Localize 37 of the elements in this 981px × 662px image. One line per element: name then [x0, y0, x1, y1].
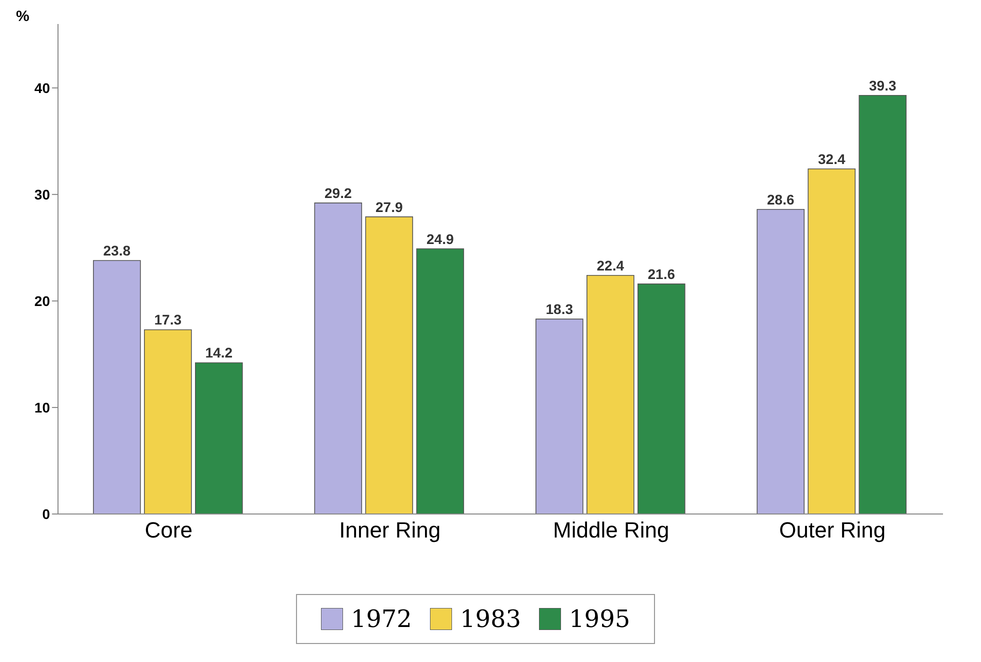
bar: [858, 94, 907, 514]
data-label: 39.3: [869, 77, 896, 94]
bar: [638, 284, 686, 514]
bar: [93, 260, 141, 514]
data-label: 21.6: [648, 266, 676, 282]
bar: [365, 216, 414, 514]
data-label: 17.3: [154, 312, 182, 328]
bar: [756, 208, 805, 514]
legend-label: 1983: [458, 605, 522, 633]
y-tick-label: 10: [34, 399, 50, 416]
y-tick-label: 20: [34, 292, 50, 309]
data-label: 28.6: [767, 191, 794, 208]
legend-label: 1995: [568, 605, 630, 633]
x-tick-label: Middle Ring: [553, 518, 670, 543]
data-label: 24.9: [426, 230, 454, 247]
data-label: 18.3: [546, 301, 574, 318]
bar: [144, 329, 192, 514]
bar: [416, 248, 464, 514]
bar: [314, 202, 362, 514]
data-label: 27.9: [376, 198, 403, 215]
legend-label: 1972: [350, 605, 412, 633]
y-tick-label: 40: [34, 80, 50, 96]
bar: [195, 362, 243, 514]
y-tick-label: 0: [42, 506, 50, 522]
data-label: 14.2: [205, 344, 233, 361]
x-tick-label: Outer Ring: [779, 518, 886, 543]
bar: [808, 168, 856, 514]
bar: [536, 318, 584, 514]
x-tick-label: Core: [144, 518, 192, 543]
x-tick-label: Inner Ring: [339, 518, 441, 543]
data-label: 29.2: [324, 184, 352, 201]
y-axis-title: %: [16, 8, 30, 25]
data-label: 23.8: [103, 242, 131, 258]
data-label: 22.4: [596, 257, 624, 274]
y-tick-label: 30: [34, 186, 50, 202]
data-label: 32.4: [818, 150, 846, 167]
bar: [586, 274, 634, 514]
